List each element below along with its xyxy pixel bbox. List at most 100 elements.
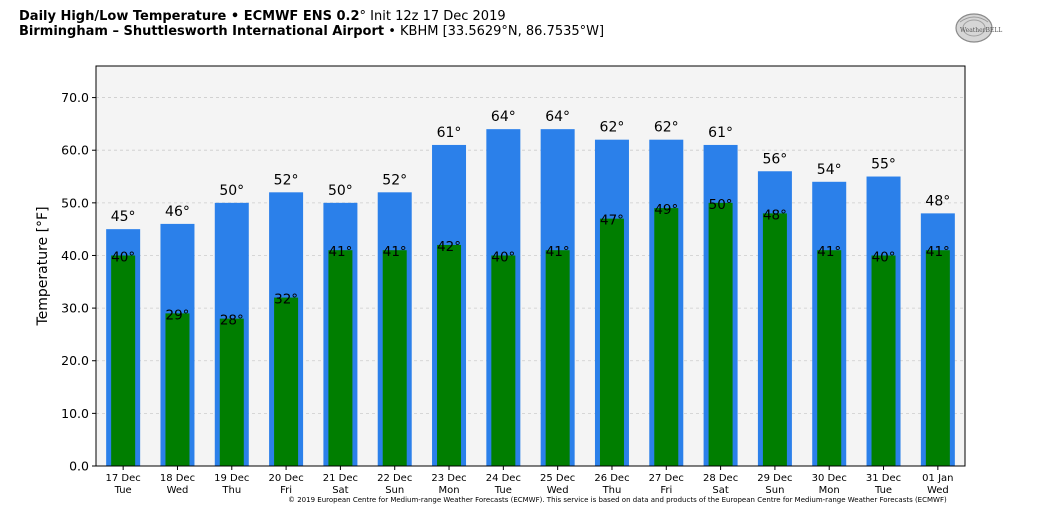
low-label: 29° bbox=[166, 307, 190, 323]
low-label: 41° bbox=[546, 244, 570, 260]
low-label: 49° bbox=[654, 202, 678, 218]
low-label: 41° bbox=[817, 244, 841, 260]
x-tick-date: 27 Dec bbox=[649, 473, 684, 484]
x-tick-day: Wed bbox=[547, 485, 569, 496]
x-tick-day: Mon bbox=[819, 485, 840, 496]
x-tick-date: 23 Dec bbox=[431, 473, 466, 484]
low-bar bbox=[328, 250, 353, 466]
low-bar bbox=[654, 208, 679, 466]
x-tick-day: Tue bbox=[874, 485, 892, 496]
location-coords: • KBHM [33.5629°N, 86.7535°W] bbox=[384, 24, 605, 39]
x-tick-day: Thu bbox=[221, 485, 241, 496]
low-bar bbox=[871, 255, 896, 466]
high-label: 61° bbox=[708, 125, 733, 141]
high-label: 61° bbox=[437, 125, 462, 141]
x-tick-day: Fri bbox=[280, 485, 292, 496]
high-label: 45° bbox=[111, 209, 136, 225]
logo-text: WeatherBELL bbox=[960, 27, 1002, 34]
low-bar bbox=[219, 318, 244, 466]
high-label: 64° bbox=[491, 109, 516, 125]
high-label: 52° bbox=[382, 172, 407, 188]
high-label: 46° bbox=[165, 204, 190, 220]
low-bar bbox=[382, 250, 407, 466]
low-label: 50° bbox=[709, 197, 733, 213]
x-tick-day: Tue bbox=[114, 485, 132, 496]
y-tick-label: 70.0 bbox=[61, 90, 89, 105]
x-tick-day: Wed bbox=[167, 485, 189, 496]
x-tick-date: 30 Dec bbox=[812, 473, 847, 484]
title-bold: Daily High/Low Temperature • ECMWF ENS 0… bbox=[19, 9, 360, 24]
low-label: 41° bbox=[328, 244, 352, 260]
y-tick-label: 60.0 bbox=[61, 143, 89, 158]
high-label: 50° bbox=[328, 183, 353, 199]
low-bar bbox=[545, 250, 570, 466]
x-tick-day: Wed bbox=[927, 485, 949, 496]
x-tick-date: 28 Dec bbox=[703, 473, 738, 484]
high-label: 64° bbox=[545, 109, 570, 125]
chart-header: Daily High/Low Temperature • ECMWF ENS 0… bbox=[19, 9, 604, 39]
low-label: 42° bbox=[437, 239, 461, 255]
high-label: 62° bbox=[654, 120, 679, 136]
y-tick-label: 10.0 bbox=[61, 406, 89, 421]
x-tick-day: Fri bbox=[660, 485, 672, 496]
y-tick-label: 40.0 bbox=[61, 248, 89, 263]
low-label: 47° bbox=[600, 213, 624, 229]
low-label: 40° bbox=[111, 249, 135, 265]
x-tick-date: 19 Dec bbox=[214, 473, 249, 484]
x-tick-date: 22 Dec bbox=[377, 473, 412, 484]
x-tick-date: 20 Dec bbox=[268, 473, 303, 484]
high-label: 48° bbox=[925, 193, 950, 209]
low-label: 40° bbox=[491, 249, 515, 265]
low-bar bbox=[762, 213, 787, 466]
low-label: 32° bbox=[274, 292, 298, 308]
low-bar bbox=[165, 313, 190, 466]
location-name: Birmingham – Shuttlesworth International… bbox=[19, 24, 385, 39]
y-axis-label: Temperature [°F] bbox=[35, 206, 51, 326]
x-tick-day: Sat bbox=[712, 485, 728, 496]
x-tick-day: Mon bbox=[438, 485, 459, 496]
x-tick-day: Tue bbox=[494, 485, 512, 496]
x-tick-day: Sun bbox=[385, 485, 404, 496]
x-tick-day: Sun bbox=[765, 485, 784, 496]
low-bar bbox=[817, 250, 842, 466]
y-tick-label: 30.0 bbox=[61, 301, 89, 316]
low-bar bbox=[274, 297, 299, 466]
low-bar bbox=[437, 244, 462, 466]
low-bar bbox=[111, 255, 136, 466]
x-tick-date: 24 Dec bbox=[486, 473, 521, 484]
low-bar bbox=[599, 218, 624, 466]
x-tick-date: 18 Dec bbox=[160, 473, 195, 484]
high-label: 55° bbox=[871, 157, 896, 173]
x-tick-date: 21 Dec bbox=[323, 473, 358, 484]
y-tick-label: 0.0 bbox=[69, 459, 89, 474]
x-tick-date: 29 Dec bbox=[757, 473, 792, 484]
low-bar bbox=[925, 250, 950, 466]
init-time: Init 12z 17 Dec 2019 bbox=[366, 9, 506, 24]
low-bar bbox=[708, 202, 733, 466]
low-label: 28° bbox=[220, 313, 244, 329]
high-label: 52° bbox=[274, 172, 299, 188]
low-label: 40° bbox=[872, 249, 896, 265]
copyright-note: © 2019 European Centre for Medium-range … bbox=[288, 496, 947, 504]
title-line: Daily High/Low Temperature • ECMWF ENS 0… bbox=[19, 9, 604, 24]
low-label: 48° bbox=[763, 207, 787, 223]
x-tick-date: 26 Dec bbox=[594, 473, 629, 484]
high-label: 56° bbox=[762, 151, 787, 167]
title-degree: ° bbox=[359, 9, 367, 24]
high-label: 62° bbox=[600, 120, 625, 136]
plot-frame bbox=[95, 65, 966, 467]
high-label: 50° bbox=[219, 183, 244, 199]
x-tick-date: 31 Dec bbox=[866, 473, 901, 484]
x-tick-day: Sat bbox=[332, 485, 348, 496]
y-tick-label: 50.0 bbox=[61, 195, 89, 210]
low-label: 41° bbox=[383, 244, 407, 260]
location-line: Birmingham – Shuttlesworth International… bbox=[19, 24, 604, 39]
low-label: 41° bbox=[926, 244, 950, 260]
x-tick-date: 01 Jan bbox=[922, 473, 953, 484]
y-tick-label: 20.0 bbox=[61, 353, 89, 368]
x-tick-day: Thu bbox=[602, 485, 622, 496]
high-label: 54° bbox=[817, 162, 842, 178]
x-tick-date: 25 Dec bbox=[540, 473, 575, 484]
weatherbell-logo: WeatherBELL bbox=[955, 13, 1002, 43]
